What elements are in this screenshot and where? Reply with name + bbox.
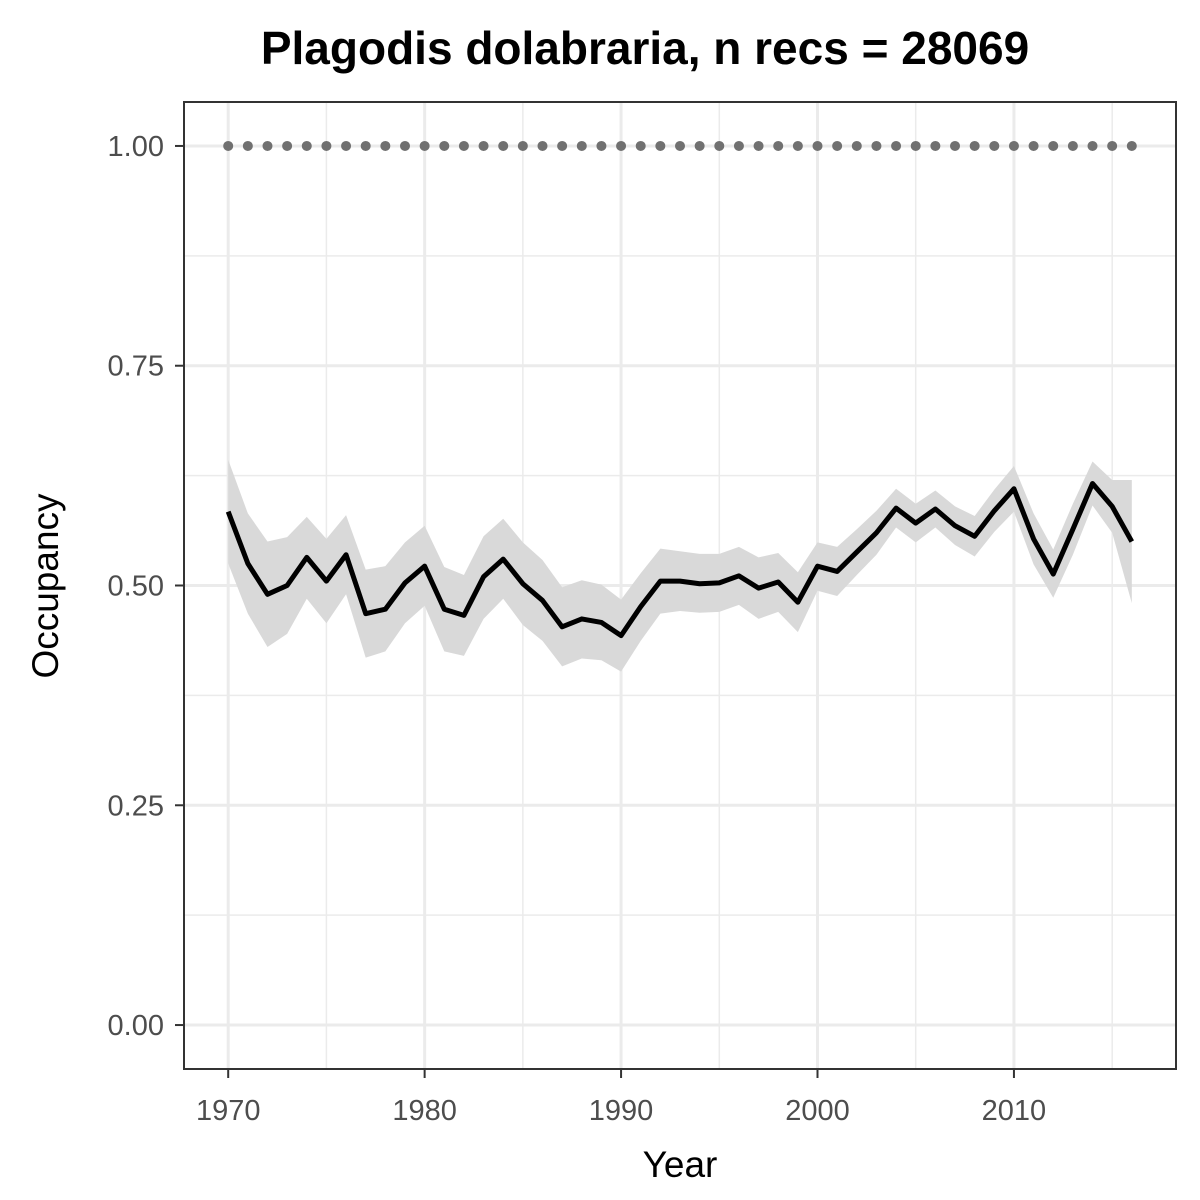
chart-title: Plagodis dolabraria, n recs = 28069 bbox=[261, 22, 1029, 74]
confidence-ribbon-layer bbox=[228, 459, 1132, 672]
data-point bbox=[832, 140, 843, 151]
data-point bbox=[930, 140, 941, 151]
data-point bbox=[517, 140, 528, 151]
data-point bbox=[380, 140, 391, 151]
data-point bbox=[458, 140, 469, 151]
x-axis-title: Year bbox=[643, 1144, 718, 1185]
y-axis-title: Occupancy bbox=[25, 493, 66, 679]
data-point bbox=[1028, 140, 1039, 151]
y-tick-label: 0.75 bbox=[108, 351, 164, 383]
data-point bbox=[419, 140, 430, 151]
data-point bbox=[576, 140, 587, 151]
data-point bbox=[1126, 140, 1137, 151]
data-point bbox=[399, 140, 410, 151]
x-tick-label: 1990 bbox=[589, 1095, 654, 1127]
data-point bbox=[1107, 140, 1118, 151]
occupancy-line bbox=[225, 481, 1134, 639]
data-point bbox=[753, 140, 764, 151]
y-tick-label: 1.00 bbox=[108, 131, 164, 163]
reference-points-layer bbox=[223, 140, 1137, 151]
y-tick-label: 0.50 bbox=[108, 571, 164, 603]
data-point bbox=[635, 140, 646, 151]
confidence-ribbon bbox=[228, 459, 1132, 672]
data-point bbox=[851, 140, 862, 151]
data-point bbox=[282, 140, 293, 151]
data-point bbox=[675, 140, 685, 151]
data-point bbox=[655, 140, 666, 151]
data-point bbox=[478, 140, 489, 151]
data-point bbox=[596, 140, 607, 151]
data-point bbox=[733, 140, 744, 151]
data-point bbox=[871, 140, 882, 151]
data-point bbox=[1087, 140, 1098, 151]
y-axis: 0.00 0.25 0.50 0.75 1.00 bbox=[108, 131, 184, 1042]
data-point bbox=[1048, 140, 1059, 151]
data-point bbox=[714, 140, 725, 151]
data-point bbox=[910, 140, 921, 151]
data-point bbox=[557, 140, 568, 151]
data-point bbox=[360, 140, 371, 151]
x-tick-label: 1970 bbox=[196, 1095, 261, 1127]
data-point bbox=[242, 140, 253, 151]
data-point bbox=[537, 140, 548, 151]
data-point bbox=[792, 140, 803, 151]
data-point bbox=[694, 140, 705, 151]
y-tick-label: 0.00 bbox=[108, 1010, 164, 1042]
data-point bbox=[969, 140, 980, 151]
x-tick-label: 2000 bbox=[785, 1095, 850, 1127]
data-point bbox=[439, 140, 450, 151]
data-point bbox=[950, 140, 961, 151]
data-point bbox=[262, 140, 273, 151]
data-point bbox=[321, 140, 332, 151]
data-point bbox=[1008, 140, 1019, 151]
x-tick-label: 2010 bbox=[982, 1095, 1047, 1127]
y-tick-label: 0.25 bbox=[108, 790, 164, 822]
data-point bbox=[616, 140, 627, 151]
data-point bbox=[891, 140, 902, 151]
occupancy-line-layer bbox=[225, 481, 1134, 639]
data-point bbox=[301, 140, 312, 151]
data-point bbox=[1067, 140, 1078, 151]
data-point bbox=[773, 140, 784, 151]
x-tick-label: 1980 bbox=[392, 1095, 457, 1127]
data-point bbox=[498, 140, 509, 151]
data-point bbox=[812, 140, 823, 151]
data-point bbox=[341, 140, 352, 151]
data-point bbox=[223, 140, 234, 151]
data-point bbox=[989, 140, 1000, 151]
x-axis: 1970 1980 1990 2000 2010 bbox=[196, 1069, 1046, 1127]
